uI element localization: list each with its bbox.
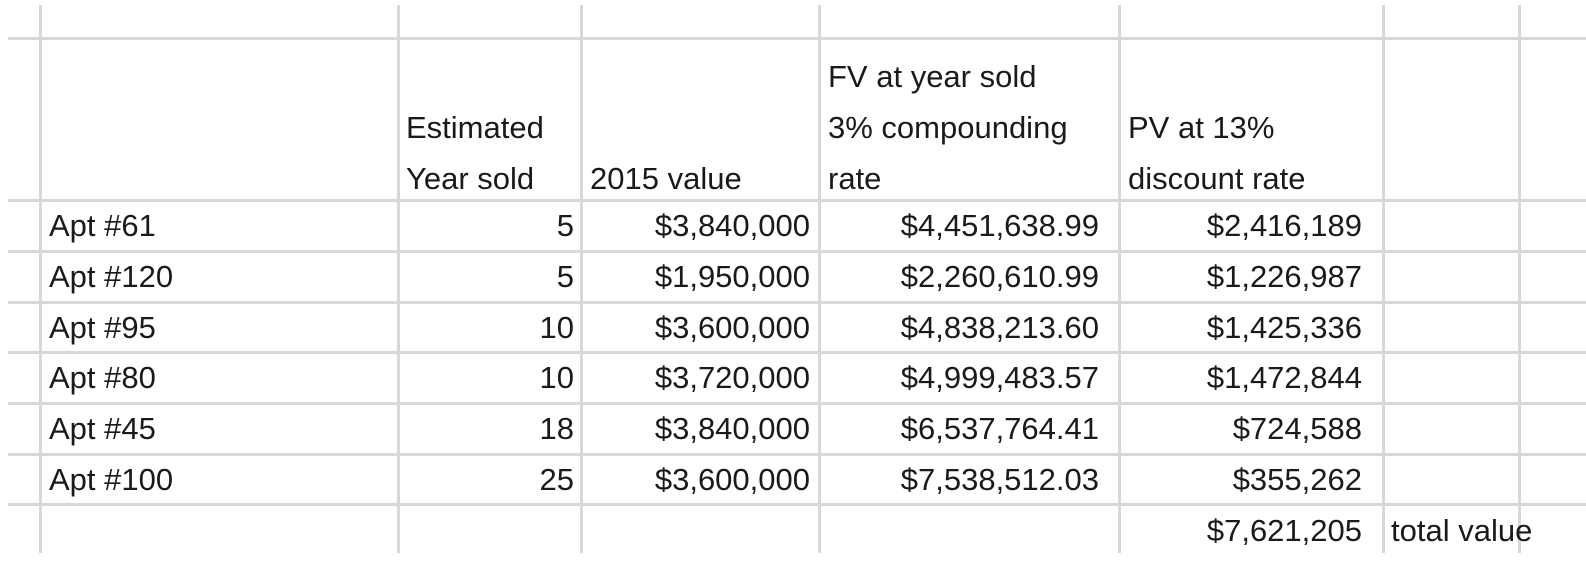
grid-line-vertical xyxy=(580,5,583,553)
grid-line-vertical xyxy=(397,5,400,553)
cell-apartment-name[interactable]: Apt #120 xyxy=(49,259,174,294)
grid-line-vertical xyxy=(1518,5,1521,553)
header-line: 3% compounding xyxy=(828,110,1068,145)
cell-apartment-name[interactable]: Apt #95 xyxy=(49,310,156,345)
grid-line-vertical xyxy=(1382,5,1385,553)
cell-total-label[interactable]: total value xyxy=(1391,513,1533,548)
grid-line-horizontal xyxy=(8,250,1586,253)
cell-2015-value[interactable]: $3,840,000 xyxy=(654,411,810,446)
grid-line-vertical xyxy=(818,5,821,553)
header-line: rate xyxy=(828,161,882,196)
cell-year-sold[interactable]: 5 xyxy=(556,259,574,294)
cell-future-value[interactable]: $4,838,213.60 xyxy=(900,310,1099,345)
cell-total-present-value[interactable]: $7,621,205 xyxy=(1206,513,1362,548)
cell-future-value[interactable]: $4,999,483.57 xyxy=(900,360,1099,395)
header-cell-fv-at-year-sold[interactable]: FV at year sold 3% compounding rate xyxy=(828,51,1116,204)
header-line: Estimated xyxy=(406,110,544,145)
cell-present-value[interactable]: $1,425,336 xyxy=(1206,310,1362,345)
cell-year-sold[interactable]: 10 xyxy=(539,310,574,345)
header-line: PV at 13% xyxy=(1128,110,1275,145)
grid-line-horizontal xyxy=(8,301,1586,304)
header-line: 2015 value xyxy=(590,161,742,196)
cell-year-sold[interactable]: 18 xyxy=(539,411,574,446)
cell-year-sold[interactable]: 25 xyxy=(539,462,574,497)
header-cell-2015-value[interactable]: 2015 value xyxy=(590,153,816,204)
cell-present-value[interactable]: $355,262 xyxy=(1232,462,1362,497)
cell-future-value[interactable]: $2,260,610.99 xyxy=(900,259,1099,294)
header-cell-pv-at-discount[interactable]: PV at 13% discount rate xyxy=(1128,102,1380,204)
cell-present-value[interactable]: $724,588 xyxy=(1232,411,1362,446)
grid-line-horizontal xyxy=(8,37,1586,40)
grid-line-horizontal xyxy=(8,503,1586,506)
cell-future-value[interactable]: $7,538,512.03 xyxy=(900,462,1099,497)
grid-line-horizontal xyxy=(8,453,1586,456)
cell-present-value[interactable]: $2,416,189 xyxy=(1206,208,1362,243)
cell-apartment-name[interactable]: Apt #80 xyxy=(49,360,156,395)
cell-apartment-name[interactable]: Apt #45 xyxy=(49,411,156,446)
cell-2015-value[interactable]: $3,840,000 xyxy=(654,208,810,243)
cell-apartment-name[interactable]: Apt #100 xyxy=(49,462,174,497)
cell-present-value[interactable]: $1,226,987 xyxy=(1206,259,1362,294)
grid-line-horizontal xyxy=(8,402,1586,405)
cell-2015-value[interactable]: $1,950,000 xyxy=(654,259,810,294)
header-line: Year sold xyxy=(406,161,535,196)
header-line: discount rate xyxy=(1128,161,1306,196)
header-line: FV at year sold xyxy=(828,59,1037,94)
grid-line-vertical xyxy=(39,5,42,553)
cell-year-sold[interactable]: 10 xyxy=(539,360,574,395)
cell-present-value[interactable]: $1,472,844 xyxy=(1206,360,1362,395)
cell-future-value[interactable]: $4,451,638.99 xyxy=(900,208,1099,243)
grid-line-horizontal xyxy=(8,351,1586,354)
cell-2015-value[interactable]: $3,720,000 xyxy=(654,360,810,395)
grid-line-horizontal xyxy=(8,199,1586,202)
header-cell-estimated-year-sold[interactable]: Estimated Year sold xyxy=(406,102,578,204)
cell-2015-value[interactable]: $3,600,000 xyxy=(654,462,810,497)
cell-2015-value[interactable]: $3,600,000 xyxy=(654,310,810,345)
cell-year-sold[interactable]: 5 xyxy=(556,208,574,243)
cell-apartment-name[interactable]: Apt #61 xyxy=(49,208,156,243)
cell-future-value[interactable]: $6,537,764.41 xyxy=(900,411,1099,446)
grid-line-vertical xyxy=(1118,5,1121,553)
